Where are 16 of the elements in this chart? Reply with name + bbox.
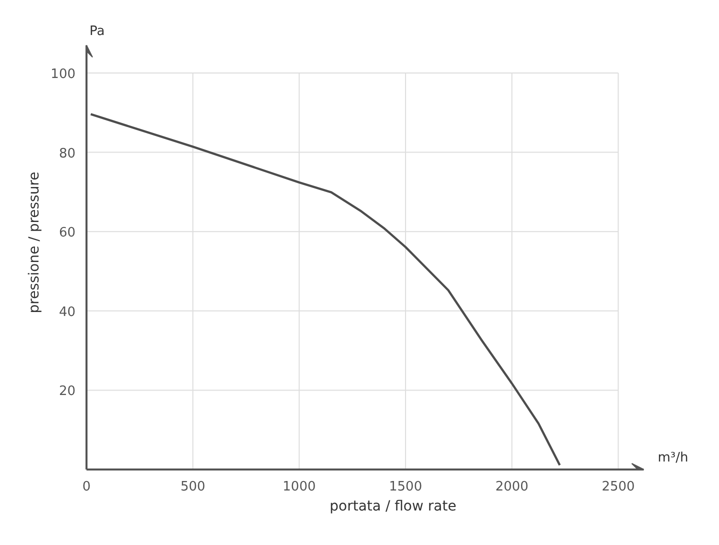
x-tick-label: 1000 (282, 480, 316, 494)
y-tick-label: 60 (58, 226, 76, 241)
line-series (90, 113, 561, 466)
x-tick-label: 2000 (495, 480, 528, 494)
y-tick-label: 80 (58, 146, 76, 162)
x-tick-label: 2500 (602, 480, 635, 494)
x-tick-label: 1500 (389, 480, 422, 494)
x-axis-title: portata / flow rate (330, 498, 456, 514)
y-tick-label: 100 (50, 66, 76, 82)
text: Pa (90, 24, 105, 40)
text: m³/h (658, 450, 688, 466)
y-axis-title: pressione / pressure (26, 172, 43, 314)
x-tick-label: 500 (180, 480, 206, 494)
y-tick-label: 40 (58, 304, 76, 320)
y-tick-label: 20 (58, 384, 76, 400)
x-tick-label: 0 (82, 480, 91, 494)
